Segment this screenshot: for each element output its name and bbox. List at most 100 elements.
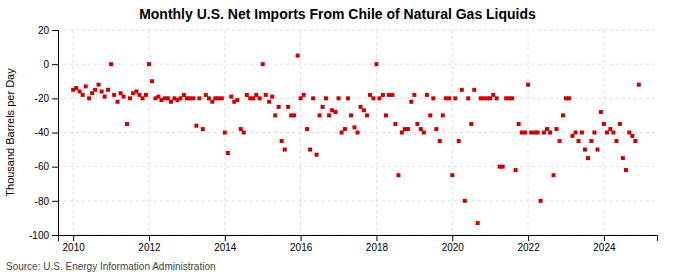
point xyxy=(460,88,464,92)
tick-label: -20 xyxy=(35,93,50,104)
point xyxy=(334,110,338,114)
grid-line xyxy=(452,30,453,235)
point xyxy=(523,131,527,135)
point xyxy=(415,122,419,126)
point xyxy=(324,96,328,100)
point xyxy=(197,96,201,100)
point xyxy=(302,93,306,97)
grid-line xyxy=(58,166,657,167)
point xyxy=(258,96,262,100)
tick: -80 xyxy=(35,196,58,207)
point xyxy=(150,79,154,83)
tick: -60 xyxy=(35,161,58,172)
point xyxy=(141,96,145,100)
tick-mark xyxy=(528,235,529,241)
point xyxy=(592,131,596,135)
point xyxy=(621,156,625,160)
point xyxy=(400,131,404,135)
point xyxy=(441,113,445,117)
point xyxy=(595,148,599,152)
point xyxy=(368,93,372,97)
point xyxy=(97,83,101,87)
point xyxy=(611,131,615,135)
point xyxy=(589,139,593,143)
point xyxy=(517,122,521,126)
point xyxy=(144,93,148,97)
point xyxy=(390,93,394,97)
x-axis: 20102012201420162018202020222024 xyxy=(59,235,658,253)
point xyxy=(495,96,499,100)
point xyxy=(182,93,186,97)
point xyxy=(346,96,350,100)
point xyxy=(491,93,495,97)
tick-mark xyxy=(73,235,74,241)
point xyxy=(134,90,138,94)
point xyxy=(210,100,214,104)
point xyxy=(419,127,423,131)
point xyxy=(450,173,454,177)
tick-label: 0 xyxy=(43,59,49,70)
point xyxy=(131,91,135,95)
point xyxy=(337,96,341,100)
grid-line xyxy=(73,30,74,235)
point xyxy=(299,96,303,100)
tick: 2022 xyxy=(517,235,540,253)
point xyxy=(412,93,416,97)
point xyxy=(277,105,281,109)
point xyxy=(371,96,375,100)
grid-line xyxy=(58,30,657,31)
point xyxy=(356,131,360,135)
tick-label: 20 xyxy=(38,25,50,36)
point xyxy=(482,96,486,100)
point xyxy=(387,93,391,97)
point xyxy=(119,91,123,95)
point xyxy=(548,131,552,135)
point xyxy=(340,131,344,135)
point xyxy=(501,165,505,169)
point xyxy=(103,95,107,99)
tick-mark xyxy=(301,235,302,241)
point xyxy=(453,96,457,100)
tick-label: 2014 xyxy=(214,242,237,253)
tick-label: -100 xyxy=(29,230,49,241)
tick-mark xyxy=(52,235,58,236)
point xyxy=(444,96,448,100)
point xyxy=(308,148,312,152)
point xyxy=(627,131,631,135)
point xyxy=(194,124,198,128)
tick: 2024 xyxy=(593,235,616,253)
point xyxy=(352,125,356,129)
point xyxy=(545,127,549,131)
point xyxy=(267,100,271,104)
grid-line xyxy=(603,30,604,235)
point xyxy=(261,62,265,66)
grid-line xyxy=(148,30,149,235)
point xyxy=(542,131,546,135)
point xyxy=(409,100,413,104)
point xyxy=(514,168,518,172)
point xyxy=(178,96,182,100)
point xyxy=(393,122,397,126)
point xyxy=(100,90,104,94)
tick-mark xyxy=(225,235,226,241)
tick: 0 xyxy=(43,59,58,70)
point xyxy=(81,93,85,97)
point xyxy=(229,95,233,99)
point xyxy=(605,131,609,135)
point xyxy=(122,95,126,99)
point xyxy=(125,122,129,126)
source: Source: U.S. Energy Information Administ… xyxy=(6,261,216,272)
tick-label: -60 xyxy=(35,161,50,172)
tick-mark xyxy=(52,201,58,202)
point xyxy=(90,91,94,95)
point xyxy=(159,98,163,102)
point xyxy=(220,96,224,100)
tick: 2014 xyxy=(214,235,237,253)
tick-mark xyxy=(52,64,58,65)
chart: 20102012201420162018202020222024-100-80-… xyxy=(0,0,675,275)
point xyxy=(292,113,296,117)
point xyxy=(526,83,530,87)
point xyxy=(614,139,618,143)
point xyxy=(438,139,442,143)
point xyxy=(599,110,603,114)
